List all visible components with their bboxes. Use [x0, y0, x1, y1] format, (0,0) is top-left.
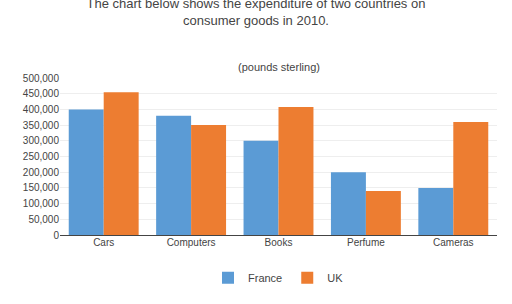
svg-text:500,000: 500,000	[23, 73, 60, 84]
svg-text:150,000: 150,000	[23, 182, 60, 193]
svg-text:Computers: Computers	[167, 237, 216, 248]
svg-text:450,000: 450,000	[23, 88, 60, 99]
svg-text:UK: UK	[327, 272, 343, 284]
svg-text:Books: Books	[265, 237, 293, 248]
svg-text:Cars: Cars	[93, 237, 114, 248]
svg-text:0: 0	[53, 230, 59, 241]
svg-text:400,000: 400,000	[23, 104, 60, 115]
svg-text:Perfume: Perfume	[347, 237, 385, 248]
svg-text:50,000: 50,000	[28, 214, 59, 225]
svg-text:350,000: 350,000	[23, 120, 60, 131]
svg-text:200,000: 200,000	[23, 167, 60, 178]
svg-text:The chart below shows the expe: The chart below shows the expenditure of…	[87, 0, 426, 27]
svg-text:300,000: 300,000	[23, 135, 60, 146]
svg-text:Cameras: Cameras	[433, 237, 474, 248]
svg-text:250,000: 250,000	[23, 151, 60, 162]
svg-text:100,000: 100,000	[23, 198, 60, 209]
svg-text:(pounds sterling): (pounds sterling)	[238, 61, 320, 73]
svg-text:France: France	[248, 272, 282, 284]
